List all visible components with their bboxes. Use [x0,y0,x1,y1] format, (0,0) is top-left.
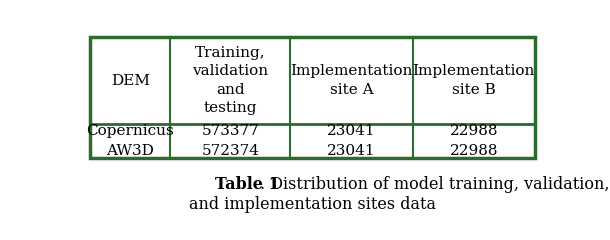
Text: and implementation sites data: and implementation sites data [189,196,436,213]
Text: Implementation
site A: Implementation site A [290,64,413,97]
Bar [90,37,535,158]
Text: Training,
validation
and
testing: Training, validation and testing [192,46,268,115]
Text: 573377
572374: 573377 572374 [201,124,259,158]
Text: DEM: DEM [111,73,150,88]
Text: Copernicus
AW3D: Copernicus AW3D [87,124,174,158]
Text: 22988
22988: 22988 22988 [450,124,498,158]
Text: 23041
23041: 23041 23041 [327,124,376,158]
Text: Implementation
site B: Implementation site B [412,64,535,97]
Text: . Distribution of model training, validation, test: . Distribution of model training, valida… [260,175,610,192]
Text: Table 1: Table 1 [215,175,279,192]
